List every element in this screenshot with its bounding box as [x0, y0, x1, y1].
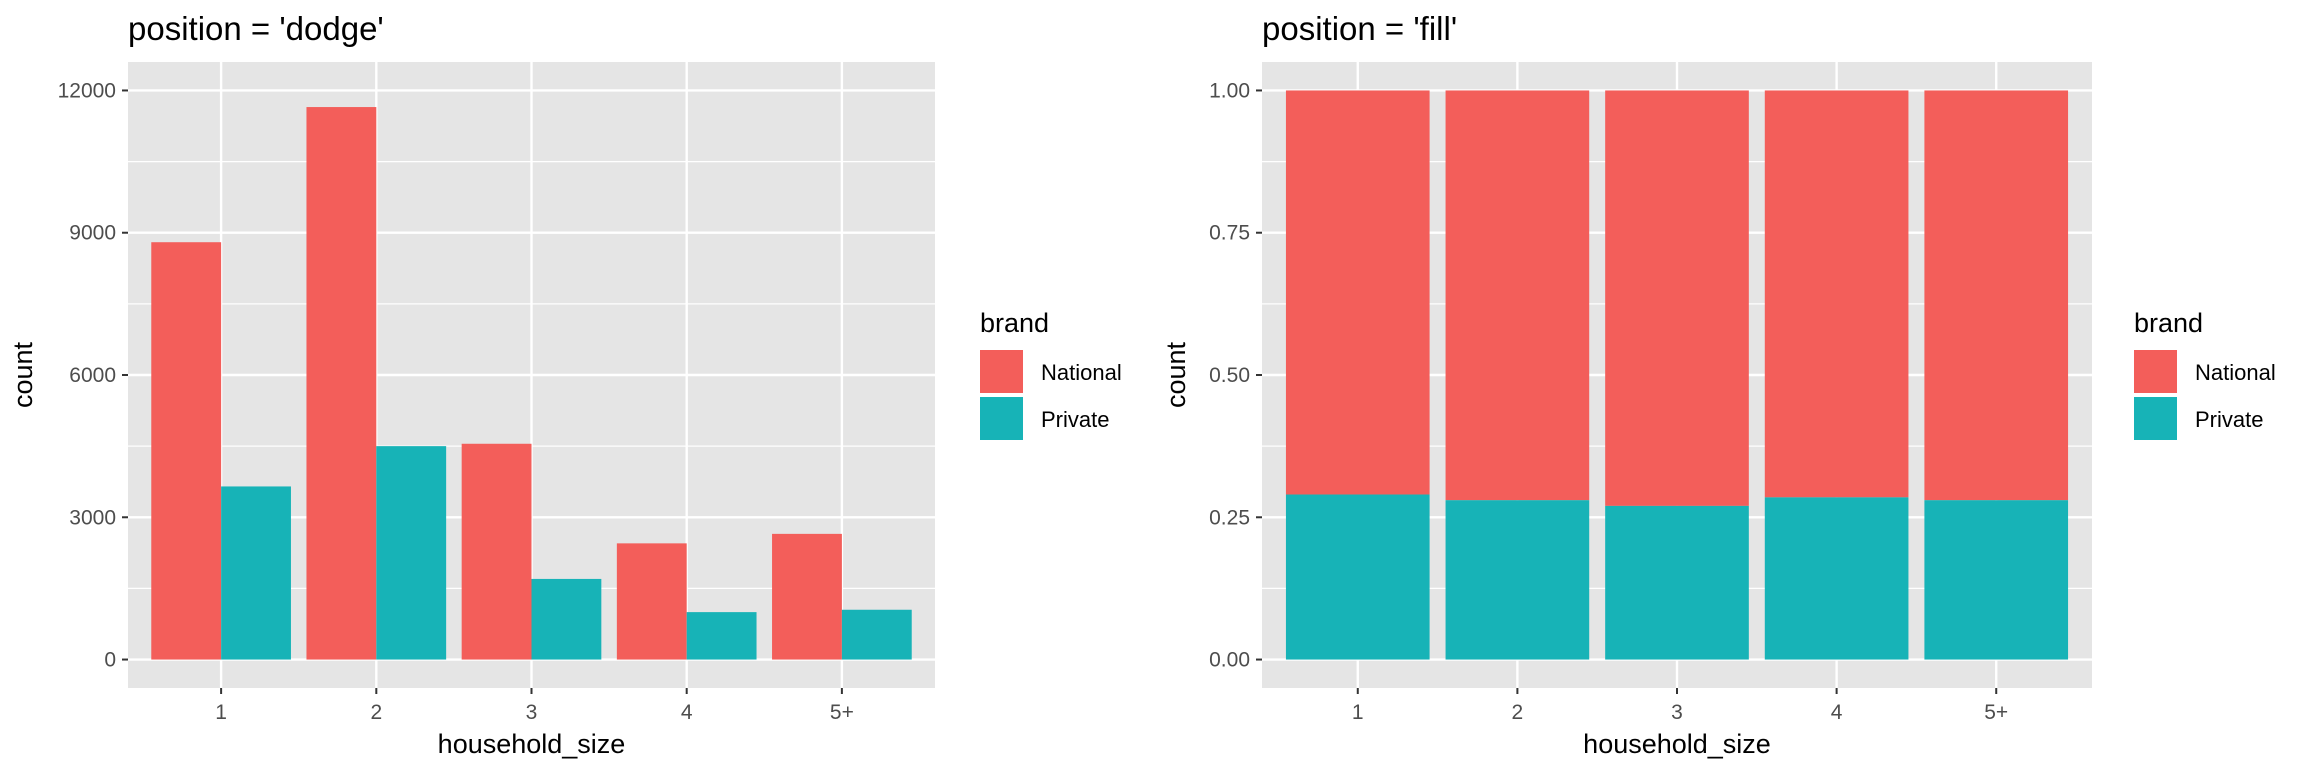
x-tick-label: 2	[370, 701, 382, 724]
bar-private-1	[1285, 494, 1430, 660]
y-tick-label: 1.00	[1209, 79, 1250, 102]
chart-panel-dodge: 0 3000 6000 9000 12000 1 2 3 4 5+ position = 'dodg…	[8, 10, 1122, 759]
x-axis-title: household_size	[438, 729, 626, 759]
y-tick-label: 0.00	[1209, 649, 1250, 672]
bar-national-2	[1445, 90, 1590, 501]
bar-national-3	[1605, 90, 1749, 506]
bar-private-2	[376, 446, 447, 660]
bar-private-3	[1605, 505, 1749, 660]
x-tick-label: 3	[526, 701, 538, 724]
legend-key-national	[2134, 350, 2177, 393]
x-tick-label: 1	[215, 701, 227, 724]
legend-key-private	[980, 397, 1023, 440]
x-tick-label: 5+	[830, 701, 854, 724]
x-tick-label: 2	[1512, 701, 1524, 724]
legend-title: brand	[2134, 308, 2203, 338]
legend-label-national: National	[1041, 360, 1122, 385]
bar-private-3	[531, 578, 602, 660]
chart-title: position = 'fill'	[1262, 10, 1457, 47]
bar-private-5+	[1924, 500, 2069, 660]
y-tick-label: 9000	[69, 222, 116, 245]
bar-private-1	[221, 486, 291, 660]
x-tick-label: 3	[1671, 701, 1683, 724]
bar-national-2	[306, 107, 377, 660]
y-tick-label: 0.75	[1209, 222, 1250, 245]
y-tick-label: 6000	[69, 364, 116, 387]
y-axis-title: count	[1161, 341, 1191, 408]
x-axis-title: household_size	[1583, 729, 1771, 759]
legend-key-private	[2134, 397, 2177, 440]
bar-national-4	[616, 543, 687, 660]
bar-national-4	[1764, 90, 1909, 498]
y-tick-label: 0.50	[1209, 364, 1250, 387]
legend-label-national: National	[2195, 360, 2276, 385]
y-tick-label: 0	[104, 649, 116, 672]
bar-private-4	[1764, 497, 1909, 660]
y-tick-label: 3000	[69, 506, 116, 529]
legend: brand National Private	[2134, 308, 2276, 440]
legend: brand National Private	[980, 308, 1122, 440]
bar-private-2	[1445, 500, 1590, 660]
legend-label-private: Private	[1041, 407, 1109, 432]
bar-national-3	[461, 443, 532, 660]
x-tick-label: 1	[1352, 701, 1364, 724]
legend-title: brand	[980, 308, 1049, 338]
chart-panel-fill: 0.00 0.25 0.50 0.75 1.00 1 2 3 4 5+ position = 'fi…	[1161, 10, 2276, 759]
x-tick-label: 5+	[1984, 701, 2008, 724]
bar-private-5+	[841, 609, 912, 660]
bar-national-1	[151, 242, 222, 660]
bar-national-5+	[772, 533, 842, 660]
y-tick-label: 0.25	[1209, 506, 1250, 529]
legend-key-national	[980, 350, 1023, 393]
y-tick-label: 12000	[58, 79, 116, 102]
x-tick-label: 4	[681, 701, 693, 724]
chart-title: position = 'dodge'	[128, 10, 384, 47]
x-tick-label: 4	[1831, 701, 1843, 724]
bar-national-5+	[1924, 90, 2069, 501]
bar-private-4	[686, 612, 757, 660]
bar-national-1	[1285, 90, 1430, 495]
y-axis-title: count	[8, 341, 38, 408]
legend-label-private: Private	[2195, 407, 2263, 432]
